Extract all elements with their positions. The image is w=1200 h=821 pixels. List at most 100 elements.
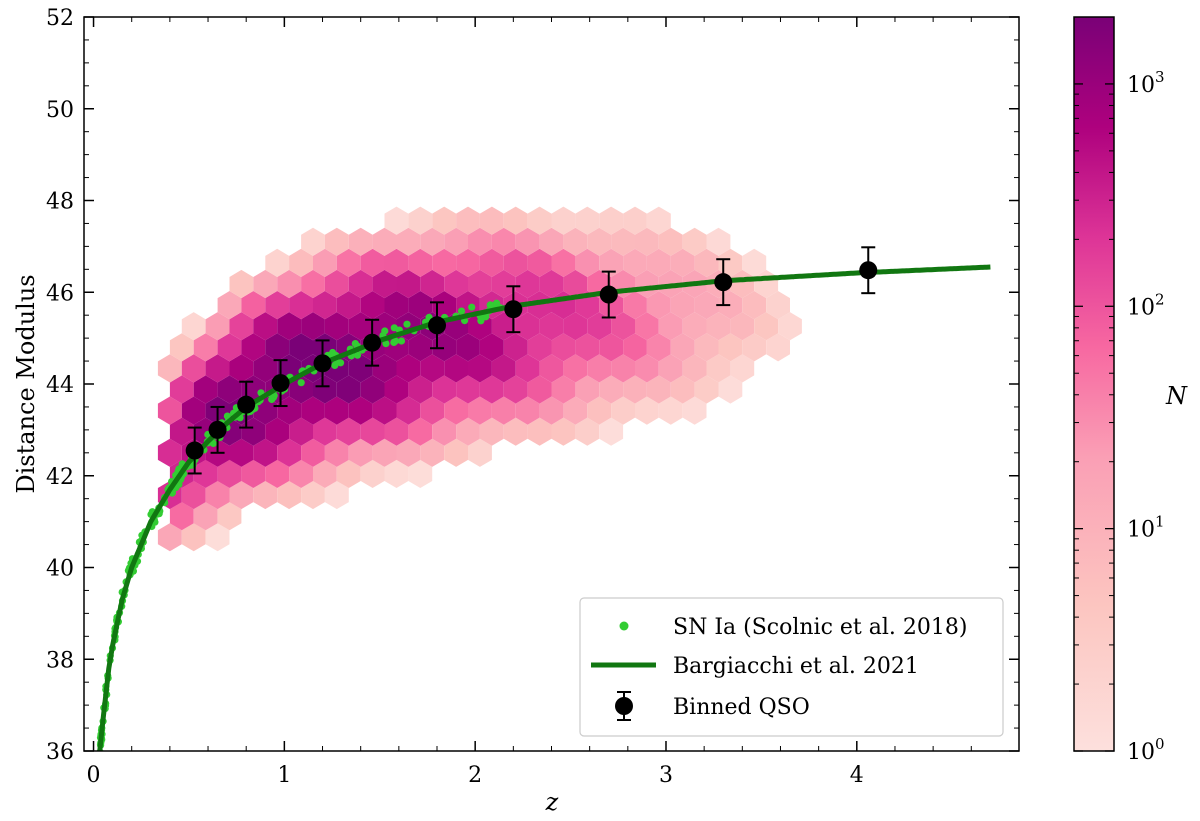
hexbin-cell <box>372 438 397 467</box>
legend-qso-label: Binned QSO <box>673 695 810 720</box>
hexbin-cell <box>348 438 373 467</box>
hexbin-cell <box>324 312 349 341</box>
hexbin-density <box>157 206 802 552</box>
hexbin-cell <box>491 269 516 299</box>
hexbin-cell <box>301 312 325 341</box>
y-tick-label: 36 <box>46 740 74 765</box>
hexbin-cell <box>265 417 290 446</box>
hexbin-cell <box>348 396 373 425</box>
hexbin-cell <box>157 523 182 552</box>
hexbin-cell <box>336 375 361 404</box>
hexbin-cell <box>551 248 576 277</box>
hexbin-cell <box>670 375 695 404</box>
hexbin-cell <box>253 269 278 299</box>
hexbin-cell <box>718 248 743 277</box>
hexbin-cell <box>181 396 206 425</box>
hexbin-cell <box>444 269 468 299</box>
hexbin-cell <box>646 291 671 320</box>
hexbin-cell <box>396 227 421 256</box>
sn-ia-point <box>92 791 99 798</box>
hexbin-cell <box>313 459 337 488</box>
hexbin-cell <box>456 333 480 362</box>
hexbin-cell <box>205 480 230 510</box>
hexbin-cell <box>718 333 743 362</box>
hexbin-cell <box>515 354 540 383</box>
hexbin-cell <box>217 502 242 531</box>
y-axis-label: Distance Modulus <box>12 274 40 493</box>
hexbin-cell <box>396 269 421 299</box>
hexbin-cell <box>217 459 242 488</box>
hexbin-cell <box>682 227 707 256</box>
hexbin-cell <box>766 291 790 320</box>
qso-marker <box>714 273 733 292</box>
hexbin-cell <box>491 227 516 256</box>
hexbin-cell <box>706 227 731 256</box>
hexbin-cell <box>444 354 468 383</box>
hexbin-cell <box>575 206 600 235</box>
hexbin-cell <box>503 375 528 404</box>
hexbin-cell <box>277 438 302 467</box>
hexbin-cell <box>348 269 373 299</box>
hexbin-cell <box>301 396 325 425</box>
hexbin-cell <box>503 333 528 362</box>
hexbin-cell <box>384 417 409 446</box>
hexbin-cell <box>539 312 564 341</box>
sn-ia-point <box>297 379 305 387</box>
hexbin-cell <box>324 269 349 299</box>
hexbin-cell <box>301 480 325 510</box>
sn-ia-point <box>382 340 390 348</box>
binned-qso-point <box>714 258 733 307</box>
sn-ia-point <box>92 793 99 800</box>
hexbin-cell <box>682 354 707 383</box>
hexbin-cell <box>384 291 409 320</box>
colorbar-tick-label: 102 <box>1127 290 1165 320</box>
hexbin-cell <box>241 333 266 362</box>
legend-sn-label: SN Ia (Scolnic et al. 2018) <box>673 615 967 640</box>
hexbin-cell <box>706 312 731 341</box>
hexbin-cell <box>301 438 325 467</box>
hexbin-cell <box>706 354 731 383</box>
qso-marker <box>237 395 256 414</box>
binned-qso-point <box>599 270 618 319</box>
hexbin-cell <box>563 227 588 256</box>
hexbin-cell <box>479 375 504 404</box>
hexbin-cell <box>372 396 397 425</box>
y-tick-label: 44 <box>46 373 74 398</box>
hexbin-cell <box>169 417 194 446</box>
hexbin-cell <box>742 248 767 277</box>
hexbin-cell <box>408 206 433 235</box>
hexbin-cell <box>432 248 457 277</box>
hexbin-cell <box>277 269 302 299</box>
hexbin-cell <box>479 248 504 277</box>
hexbin-cell <box>635 312 659 341</box>
hexbin-cell <box>169 333 194 362</box>
hexbin-cell <box>623 333 647 362</box>
hexbin-cell <box>587 227 612 256</box>
hexbin-cell <box>396 438 421 467</box>
hexbin-cell <box>658 227 683 256</box>
hexbin-cell <box>646 206 671 235</box>
hexbin-cell <box>539 354 564 383</box>
sn-ia-point <box>268 395 276 404</box>
hexbin-cell <box>754 312 779 341</box>
hexbin-cell <box>539 396 564 425</box>
qso-marker <box>363 333 382 352</box>
hexbin-cell <box>384 459 409 488</box>
binned-qso-point <box>859 246 878 295</box>
sn-ia-point <box>457 307 466 315</box>
hexbin-cell <box>384 248 409 277</box>
qso-marker <box>185 441 204 460</box>
sn-ia-point <box>397 337 406 345</box>
hexbin-cell <box>313 248 337 277</box>
y-tick-label: 50 <box>46 98 74 123</box>
hexbin-cell <box>444 396 468 425</box>
binned-qso-point <box>237 380 256 429</box>
hexbin-cell <box>277 480 302 510</box>
hexbin-cell <box>432 291 457 320</box>
hexbin-cell <box>420 438 445 467</box>
hexbin-cell <box>360 375 385 404</box>
binned-qso-point <box>428 301 447 350</box>
hexbin-cell <box>670 248 695 277</box>
hexbin-cell <box>324 438 349 467</box>
